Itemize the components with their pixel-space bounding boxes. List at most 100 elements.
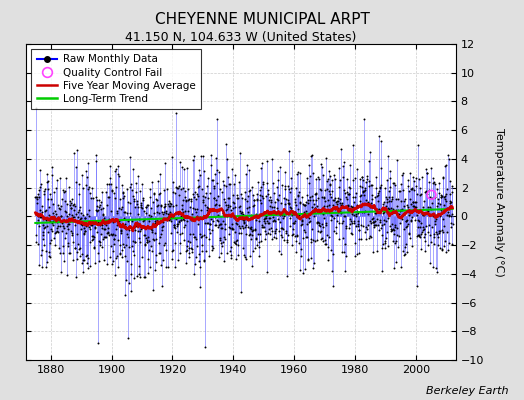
Point bbox=[136, 228, 144, 234]
Point bbox=[427, 194, 435, 201]
Point bbox=[258, 193, 266, 199]
Point bbox=[214, 193, 223, 200]
Point bbox=[50, 208, 59, 214]
Point bbox=[224, 173, 233, 180]
Point bbox=[362, 196, 370, 203]
Point bbox=[260, 224, 268, 231]
Point bbox=[370, 222, 379, 228]
Point bbox=[92, 152, 100, 158]
Point bbox=[313, 203, 321, 210]
Point bbox=[377, 138, 386, 145]
Point bbox=[88, 219, 96, 226]
Point bbox=[191, 196, 200, 202]
Point bbox=[295, 189, 303, 195]
Point bbox=[405, 188, 413, 194]
Point bbox=[389, 180, 397, 186]
Point bbox=[143, 238, 151, 245]
Point bbox=[286, 223, 294, 229]
Point bbox=[397, 198, 405, 204]
Point bbox=[155, 240, 163, 246]
Point bbox=[36, 214, 44, 220]
Point bbox=[173, 220, 181, 227]
Point bbox=[32, 196, 41, 202]
Point bbox=[141, 235, 150, 241]
Point bbox=[348, 193, 357, 200]
Point bbox=[115, 172, 123, 179]
Point bbox=[66, 216, 74, 222]
Point bbox=[334, 198, 342, 204]
Point bbox=[176, 158, 184, 165]
Point bbox=[134, 204, 142, 210]
Point bbox=[310, 209, 319, 216]
Point bbox=[172, 202, 180, 208]
Point bbox=[403, 221, 412, 227]
Point bbox=[86, 190, 95, 196]
Point bbox=[210, 182, 219, 189]
Point bbox=[334, 208, 343, 215]
Point bbox=[42, 170, 51, 177]
Point bbox=[329, 196, 337, 203]
Point bbox=[206, 152, 215, 158]
Point bbox=[39, 232, 47, 238]
Point bbox=[187, 196, 195, 202]
Point bbox=[307, 255, 315, 262]
Point bbox=[205, 221, 214, 228]
Point bbox=[202, 207, 211, 214]
Point bbox=[399, 226, 408, 233]
Point bbox=[67, 205, 75, 212]
Point bbox=[241, 254, 249, 260]
Point bbox=[355, 226, 363, 233]
Point bbox=[193, 191, 201, 198]
Point bbox=[33, 194, 41, 201]
Point bbox=[344, 184, 353, 190]
Point bbox=[46, 218, 54, 224]
Point bbox=[392, 207, 400, 213]
Point bbox=[352, 211, 361, 217]
Point bbox=[242, 256, 250, 262]
Point bbox=[335, 208, 344, 214]
Point bbox=[189, 234, 198, 240]
Point bbox=[146, 264, 154, 271]
Point bbox=[342, 194, 351, 200]
Point bbox=[117, 247, 126, 253]
Point bbox=[379, 210, 387, 216]
Point bbox=[318, 234, 326, 241]
Point bbox=[331, 206, 340, 212]
Point bbox=[133, 201, 141, 208]
Point bbox=[292, 232, 301, 238]
Point bbox=[266, 215, 274, 221]
Point bbox=[278, 212, 287, 218]
Point bbox=[399, 210, 407, 217]
Point bbox=[194, 193, 202, 200]
Point bbox=[93, 208, 101, 214]
Point bbox=[232, 256, 241, 262]
Point bbox=[356, 182, 364, 189]
Point bbox=[325, 182, 334, 188]
Point bbox=[78, 260, 86, 266]
Point bbox=[261, 215, 270, 221]
Point bbox=[421, 189, 429, 196]
Point bbox=[364, 183, 373, 189]
Point bbox=[279, 195, 288, 202]
Point bbox=[439, 216, 447, 222]
Point bbox=[425, 187, 433, 194]
Point bbox=[173, 229, 181, 235]
Point bbox=[204, 175, 212, 182]
Point bbox=[49, 201, 57, 208]
Point bbox=[314, 221, 323, 228]
Point bbox=[228, 204, 237, 211]
Point bbox=[365, 235, 373, 242]
Point bbox=[314, 219, 322, 225]
Point bbox=[357, 202, 365, 209]
Point bbox=[58, 228, 66, 234]
Point bbox=[70, 207, 79, 213]
Point bbox=[353, 202, 361, 208]
Point bbox=[412, 183, 420, 190]
Point bbox=[421, 231, 429, 238]
Point bbox=[381, 202, 390, 209]
Point bbox=[325, 168, 334, 174]
Point bbox=[133, 219, 141, 226]
Point bbox=[143, 238, 151, 245]
Point bbox=[365, 158, 373, 164]
Point bbox=[164, 214, 172, 220]
